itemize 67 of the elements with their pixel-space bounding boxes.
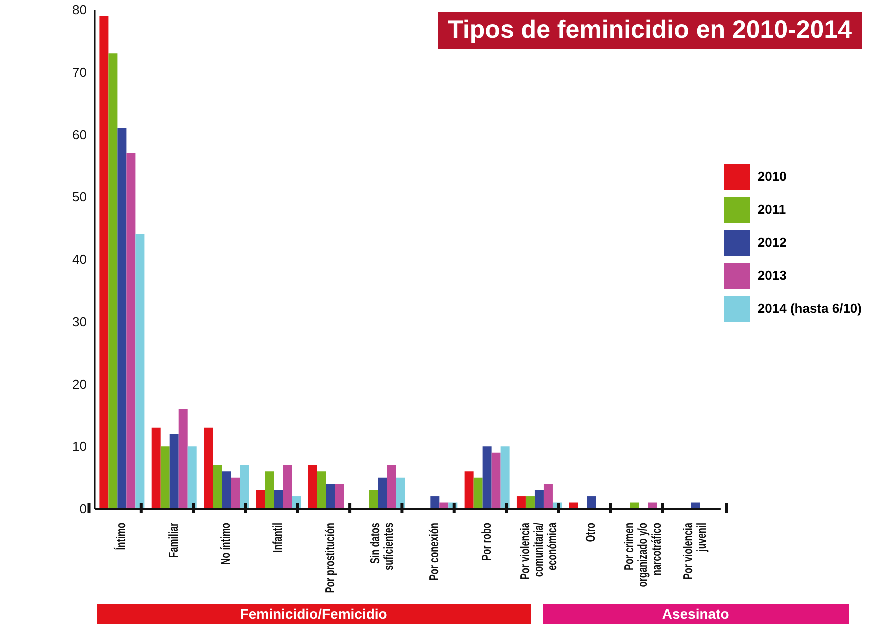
bar — [500, 446, 510, 509]
bar — [317, 472, 326, 509]
bar — [178, 409, 188, 509]
y-tick-label: 30 — [72, 314, 87, 330]
bar — [283, 465, 292, 509]
x-tick-label: Sin datos suficientes — [369, 523, 397, 571]
bar — [256, 490, 266, 509]
legend-label: 2012 — [758, 235, 787, 250]
bar — [204, 428, 214, 509]
legend-label: 2011 — [758, 202, 786, 217]
legend-label: 2014 (hasta 6/10) — [758, 301, 862, 316]
legend-label: 2013 — [758, 268, 787, 283]
x-tick-label: Por robo — [480, 522, 494, 561]
chart-title: Tipos de feminicidio en 2010-2014 — [438, 12, 862, 49]
bar — [170, 434, 179, 509]
bar — [534, 490, 544, 509]
bar — [265, 472, 274, 509]
bar — [213, 465, 222, 509]
y-tick-label: 20 — [72, 376, 87, 392]
bar — [335, 484, 344, 509]
bar — [492, 452, 501, 509]
x-tick-label: Familiar — [167, 522, 182, 558]
bar — [526, 496, 535, 509]
bar — [118, 128, 127, 509]
y-tick-label: 60 — [72, 127, 87, 142]
bar — [108, 54, 118, 509]
bar — [160, 446, 170, 509]
y-tick-label: 0 — [80, 502, 87, 517]
bar — [152, 428, 161, 509]
bar — [396, 478, 406, 509]
bar — [464, 472, 474, 509]
x-tick-label: Por conexión — [428, 522, 442, 581]
bar — [378, 478, 388, 509]
bar — [188, 446, 197, 509]
legend-label: 2010 — [758, 169, 787, 184]
x-tick-label: Por violencia juvenil — [682, 522, 710, 580]
bar — [474, 478, 483, 509]
x-tick-label: Por violencia comunitaria/ económica — [518, 522, 560, 580]
bar — [430, 496, 440, 509]
bar — [100, 16, 109, 509]
bar — [482, 446, 492, 509]
x-tick-label: Otro — [584, 522, 599, 542]
y-tick-label: 70 — [72, 64, 87, 80]
y-tick-label: 80 — [72, 2, 87, 18]
text: Feminicidio/Femicidio — [97, 604, 531, 624]
x-tick-label: Infantil — [272, 523, 286, 553]
x-tick-label: Íntimo — [114, 522, 130, 550]
bar — [126, 153, 136, 509]
bar — [274, 490, 284, 509]
bar — [136, 234, 145, 509]
y-tick-label: 10 — [72, 439, 87, 454]
bar — [387, 465, 396, 509]
y-tick-label: 40 — [72, 252, 87, 268]
x-tick-label: No íntimo — [220, 522, 234, 565]
y-tick-label: 50 — [72, 190, 87, 205]
bar — [308, 465, 318, 509]
bar — [240, 465, 250, 509]
bar — [544, 484, 553, 509]
bar — [222, 472, 232, 509]
bar — [516, 496, 526, 509]
x-tick-label: Por crimen organizado y/o narcotráfico — [623, 522, 664, 588]
bar — [587, 496, 596, 509]
bar — [369, 490, 378, 509]
bar — [326, 484, 336, 509]
bar — [231, 478, 240, 509]
x-tick-label: Por prostitución — [324, 522, 338, 594]
text: Asesinato — [542, 604, 849, 624]
